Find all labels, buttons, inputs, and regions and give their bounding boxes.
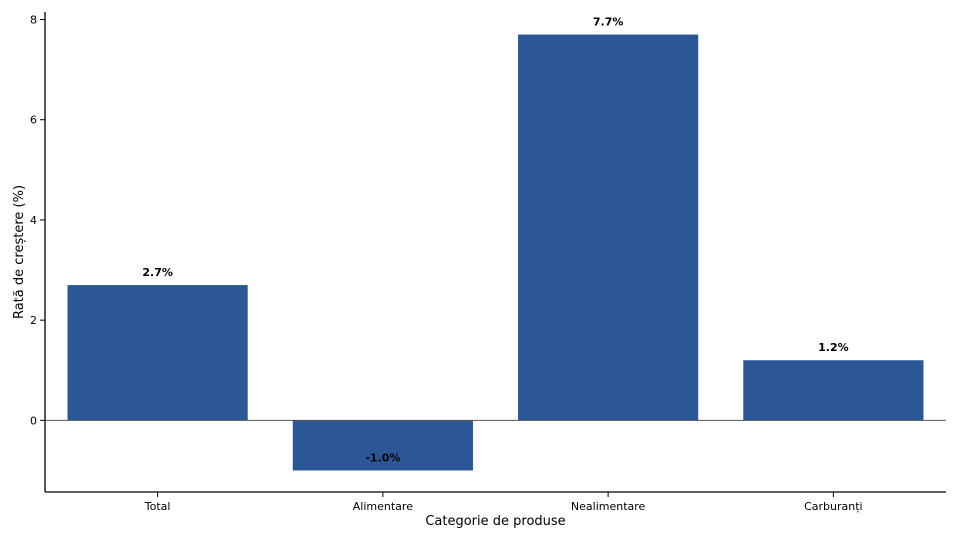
data-labels-group: 2.7% -1.0% 7.7% 1.2%	[142, 16, 848, 465]
x-tick-label: Total	[144, 500, 171, 513]
bar-nealimentare	[518, 34, 699, 421]
bars-group	[67, 34, 924, 471]
bar-carburanți	[743, 360, 924, 421]
x-tick-label: Alimentare	[353, 500, 413, 513]
data-label-carburanți: 1.2%	[818, 341, 849, 354]
data-label-total: 2.7%	[142, 266, 173, 279]
y-tick-label: 0	[30, 414, 37, 427]
y-tick-label: 8	[30, 14, 37, 27]
y-ticks-group: 0 2 4 6 8	[30, 14, 45, 427]
bar-alimentare	[292, 420, 473, 471]
data-label-alimentare: -1.0%	[365, 451, 400, 464]
y-tick-label: 2	[30, 314, 37, 327]
y-tick-label: 4	[30, 214, 37, 227]
bar-total	[67, 285, 248, 421]
x-tick-label: Nealimentare	[571, 500, 646, 513]
y-tick-label: 6	[30, 114, 37, 127]
x-ticks-group: Total Alimentare Nealimentare Carburanți	[144, 492, 863, 513]
x-axis-title: Categorie de produse	[425, 514, 565, 529]
y-axis-title: Rată de creștere (%)	[12, 185, 27, 319]
data-label-nealimentare: 7.7%	[593, 16, 624, 29]
x-tick-label: Carburanți	[804, 500, 863, 513]
